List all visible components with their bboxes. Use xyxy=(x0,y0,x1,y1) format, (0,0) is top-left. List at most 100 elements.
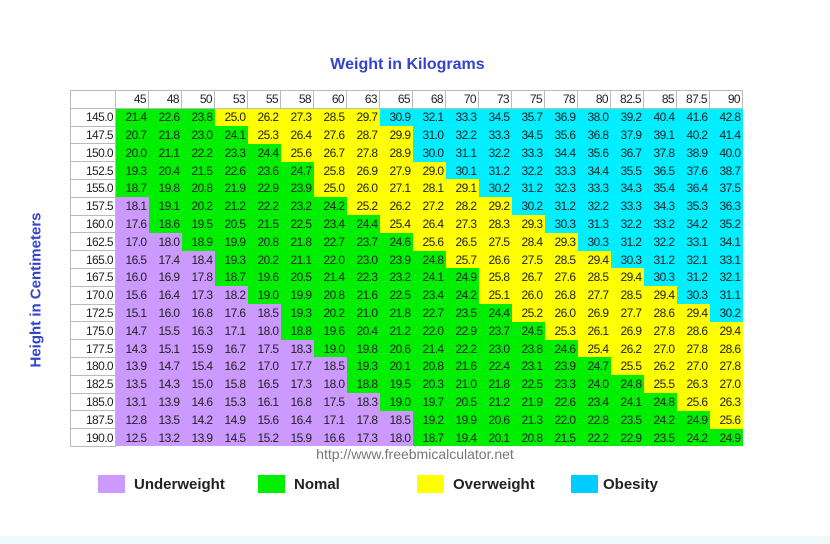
bmi-cell: 29.4 xyxy=(676,304,710,322)
bmi-cell: 16.5 xyxy=(115,250,149,269)
bmi-cell: 31.1 xyxy=(445,143,479,162)
bmi-cell: 33.3 xyxy=(511,143,545,162)
bmi-cell: 28.5 xyxy=(313,108,347,127)
legend-label: Overweight xyxy=(453,475,535,493)
bmi-cell: 25.5 xyxy=(610,357,644,376)
bmi-cell: 22.7 xyxy=(313,232,347,251)
bmi-cell: 17.8 xyxy=(181,268,215,287)
bmi-cell: 30.2 xyxy=(709,304,743,322)
bmi-cell: 22.2 xyxy=(577,428,611,447)
bmi-cell: 20.4 xyxy=(148,161,182,180)
bmi-cell: 20.4 xyxy=(346,321,380,340)
table-row: 182.5 13.5 14.3 15.0 15.8 16.5 17.3 18.0 18.8 19.… xyxy=(70,374,743,394)
column-header: 73 xyxy=(478,90,512,109)
bmi-cell: 13.9 xyxy=(148,393,182,411)
bmi-cell: 31.2 xyxy=(544,197,578,216)
bmi-cell: 27.1 xyxy=(379,179,413,198)
bmi-cell: 21.6 xyxy=(445,357,479,376)
bmi-cell: 19.8 xyxy=(148,179,182,198)
column-header: 55 xyxy=(247,90,281,109)
bmi-cell: 22.5 xyxy=(379,286,413,305)
bmi-cell: 22.5 xyxy=(280,215,314,233)
bmi-cell: 26.8 xyxy=(544,286,578,305)
bmi-cell: 19.8 xyxy=(346,339,380,358)
bmi-cell: 31.1 xyxy=(709,286,743,305)
bmi-cell: 38.7 xyxy=(709,161,743,180)
bmi-cell: 19.3 xyxy=(280,304,314,322)
bmi-cell: 19.6 xyxy=(313,321,347,340)
bmi-cell: 36.9 xyxy=(544,108,578,127)
bmi-cell: 24.9 xyxy=(709,428,743,447)
bmi-cell: 20.1 xyxy=(478,428,512,447)
bmi-cell: 24.1 xyxy=(214,126,248,144)
bmi-cell: 28.2 xyxy=(445,197,479,216)
bmi-cell: 26.2 xyxy=(379,197,413,216)
bmi-cell: 19.5 xyxy=(181,215,215,233)
bmi-cell: 14.5 xyxy=(214,428,248,447)
bmi-cell: 26.0 xyxy=(346,179,380,198)
bmi-cell: 24.8 xyxy=(412,250,446,269)
bmi-cell: 18.3 xyxy=(280,339,314,358)
bmi-cell: 32.1 xyxy=(676,250,710,269)
column-header: 70 xyxy=(445,90,479,109)
column-header: 58 xyxy=(280,90,314,109)
bmi-cell: 28.1 xyxy=(412,179,446,198)
bmi-cell: 32.2 xyxy=(577,197,611,216)
bmi-cell: 23.4 xyxy=(412,286,446,305)
bmi-cell: 22.2 xyxy=(247,197,281,216)
bmi-cell: 32.2 xyxy=(610,215,644,233)
bmi-cell: 40.4 xyxy=(643,108,677,127)
bmi-cell: 20.8 xyxy=(511,428,545,447)
bmi-cell: 26.0 xyxy=(544,304,578,322)
bmi-cell: 36.5 xyxy=(643,161,677,180)
bmi-cell: 25.6 xyxy=(709,410,743,429)
bmi-cell: 15.4 xyxy=(181,357,215,376)
bmi-cell: 34.3 xyxy=(643,197,677,216)
bmi-cell: 32.1 xyxy=(709,268,743,287)
bmi-cell: 20.2 xyxy=(247,250,281,269)
bmi-cell: 15.6 xyxy=(115,286,149,305)
bmi-cell: 23.8 xyxy=(181,108,215,127)
bmi-cell: 22.2 xyxy=(181,143,215,162)
bmi-cell: 25.8 xyxy=(313,161,347,180)
bmi-cell: 18.0 xyxy=(148,232,182,251)
bmi-cell: 33.2 xyxy=(643,215,677,233)
bmi-cell: 33.3 xyxy=(577,179,611,198)
table-row: 175.0 14.7 15.5 16.3 17.1 18.0 18.8 19.6 20.4 21.… xyxy=(70,321,743,341)
bmi-cell: 19.5 xyxy=(379,375,413,394)
bmi-cell: 36.7 xyxy=(610,143,644,162)
bmi-cell: 24.2 xyxy=(676,428,710,447)
bmi-cell: 16.6 xyxy=(313,428,347,447)
bmi-cell: 23.9 xyxy=(544,357,578,376)
row-header: 155.0 xyxy=(70,178,116,198)
bmi-cell: 21.4 xyxy=(313,268,347,287)
bmi-cell: 18.8 xyxy=(280,321,314,340)
bmi-cell: 37.6 xyxy=(676,161,710,180)
bmi-cell: 18.1 xyxy=(115,197,149,216)
bmi-cell: 12.5 xyxy=(115,428,149,447)
bmi-cell: 23.0 xyxy=(181,126,215,144)
bmi-cell: 23.3 xyxy=(544,375,578,394)
bmi-cell: 20.1 xyxy=(379,357,413,376)
bmi-cell: 26.7 xyxy=(511,268,545,287)
bmi-cell: 28.3 xyxy=(478,215,512,233)
bmi-cell: 25.6 xyxy=(280,143,314,162)
table-row: 150.0 20.0 21.1 22.2 23.3 24.4 25.6 26.7 27.8 28.… xyxy=(70,143,743,163)
bmi-cell: 18.4 xyxy=(181,250,215,269)
bmi-cell: 28.5 xyxy=(610,286,644,305)
row-header: 175.0 xyxy=(70,321,116,341)
bmi-cell: 25.2 xyxy=(346,197,380,216)
bmi-cell: 33.3 xyxy=(610,197,644,216)
table-row: 185.0 13.1 13.9 14.6 15.3 16.1 16.8 17.5 18.3 19.… xyxy=(70,392,743,412)
column-header: 63 xyxy=(346,90,380,109)
bmi-cell: 22.9 xyxy=(610,428,644,447)
bmi-cell: 21.5 xyxy=(181,161,215,180)
column-header: 68 xyxy=(412,90,446,109)
corner-cell xyxy=(70,90,116,109)
bmi-cell: 23.3 xyxy=(214,143,248,162)
table-row: 170.0 15.6 16.4 17.3 18.2 19.0 19.9 20.8 21.6 22.… xyxy=(70,285,743,305)
row-header: 167.5 xyxy=(70,267,116,287)
bmi-cell: 24.4 xyxy=(346,215,380,233)
bmi-cell: 35.2 xyxy=(709,215,743,233)
bmi-cell: 25.3 xyxy=(544,321,578,340)
